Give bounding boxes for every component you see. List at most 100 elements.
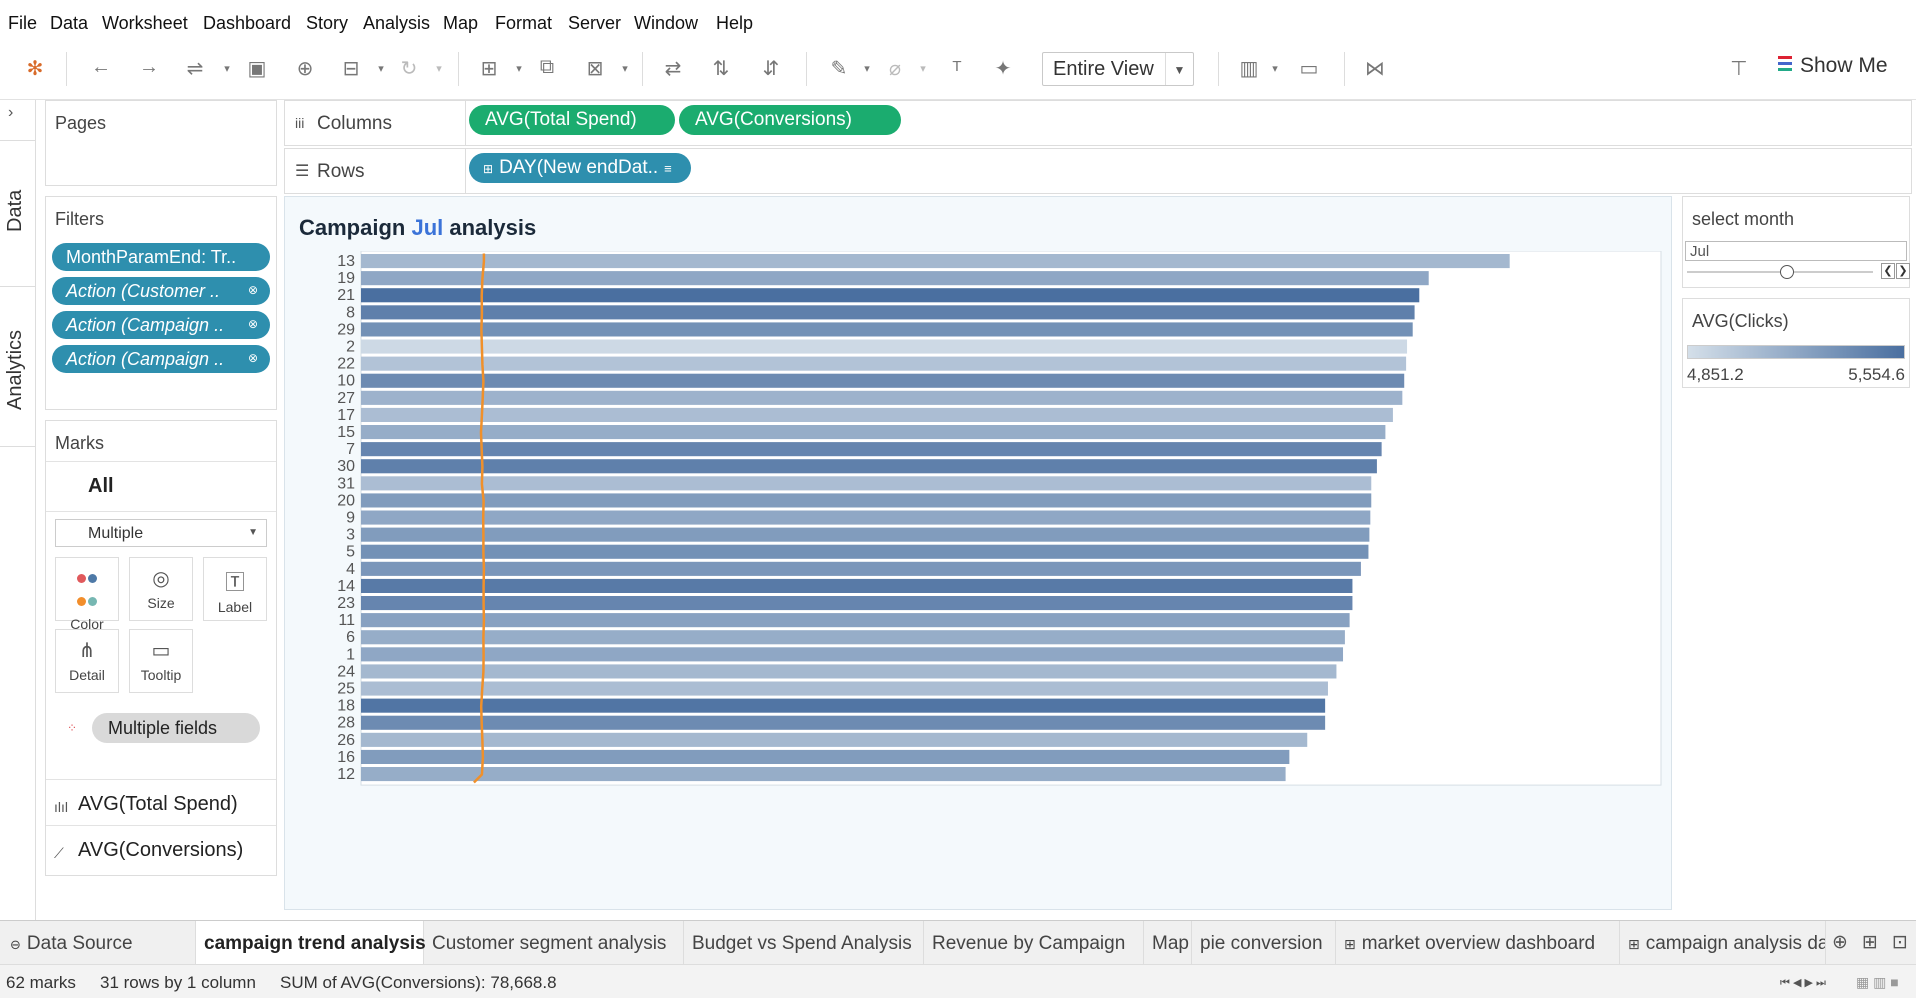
bar[interactable] xyxy=(361,288,1420,303)
filters-shelf[interactable]: Filters MonthParamEnd: Tr.. Action (Cust… xyxy=(45,196,277,410)
undo-icon[interactable]: ← xyxy=(91,56,111,78)
columns-pill-total-spend[interactable]: AVG(Total Spend) xyxy=(469,105,675,135)
worksheet-view[interactable]: Campaign Jul analysis 13 19 21 8 29 2 22 10 27 17… xyxy=(284,196,1672,910)
new-story-icon[interactable]: ⊡ xyxy=(1892,932,1908,953)
save-icon[interactable]: ▣ xyxy=(247,58,267,80)
page-nav-icon[interactable]: ⏮ ◀ ▶ ⏭ xyxy=(1780,977,1826,989)
menu-map[interactable]: Map xyxy=(443,13,479,33)
bar[interactable] xyxy=(361,425,1386,440)
new-dashboard-icon[interactable]: ⊞ xyxy=(1862,932,1878,953)
replace-data-icon[interactable]: ⇌ xyxy=(186,58,204,80)
columns-pill-conversions[interactable]: AVG(Conversions) xyxy=(679,105,901,135)
tab-analytics[interactable]: Analytics xyxy=(4,329,26,410)
bar[interactable] xyxy=(361,715,1326,730)
menu-analysis[interactable]: Analysis xyxy=(363,13,431,33)
bar[interactable] xyxy=(361,476,1372,491)
menu-server[interactable]: Server xyxy=(568,13,622,33)
presentation-mode-icon[interactable]: ▭ xyxy=(1299,58,1319,80)
bar[interactable] xyxy=(361,613,1350,628)
bar[interactable] xyxy=(361,527,1370,542)
pause-updates-icon[interactable]: ⊟ xyxy=(342,58,360,80)
bar[interactable] xyxy=(361,322,1413,337)
sheet-tab[interactable]: Customer segment analysis xyxy=(424,921,684,965)
bar[interactable] xyxy=(361,630,1345,645)
parameter-slider-handle[interactable] xyxy=(1780,265,1794,279)
filter-pill[interactable]: Action (Customer .. ⊗ xyxy=(52,277,270,305)
chevron-down-icon[interactable]: ▾ xyxy=(622,63,628,75)
duplicate-sheet-icon[interactable]: ⧉ xyxy=(539,56,555,78)
bar[interactable] xyxy=(361,681,1328,696)
bar[interactable] xyxy=(361,442,1382,457)
bar[interactable] xyxy=(361,698,1326,713)
size-card[interactable]: ◎ Size xyxy=(129,557,193,621)
chevron-down-icon[interactable]: ▾ xyxy=(224,63,230,75)
bar-chart[interactable]: 1319218292221027171573031209354142311612… xyxy=(285,251,1671,911)
rows-pill-day[interactable]: ⊞ DAY(New endDat.. ≡ xyxy=(469,153,691,183)
filter-pill[interactable]: Action (Campaign .. ⊗ xyxy=(52,345,270,373)
sheet-tab[interactable]: Revenue by Campaign xyxy=(924,921,1144,965)
menu-worksheet[interactable]: Worksheet xyxy=(102,13,188,33)
conversions-line[interactable] xyxy=(473,253,486,784)
show-mark-labels-icon[interactable]: T xyxy=(952,58,962,75)
sort-ascending-icon[interactable]: ⇅ xyxy=(712,58,730,80)
swap-rows-columns-icon[interactable]: ⇄ xyxy=(664,58,682,80)
redo-icon[interactable]: → xyxy=(139,56,159,78)
detail-card[interactable]: ⋔ Detail xyxy=(55,629,119,693)
sheet-tab[interactable]: Map xyxy=(1144,921,1192,965)
expand-icon[interactable]: › xyxy=(8,104,14,121)
bar[interactable] xyxy=(361,767,1286,782)
menu-help[interactable]: Help xyxy=(716,13,754,33)
rows-shelf[interactable]: ☰ Rows ⊞ DAY(New endDat.. ≡ xyxy=(284,148,1912,194)
bar[interactable] xyxy=(361,510,1371,525)
dashboard-tab[interactable]: ⊞ campaign analysis das xyxy=(1620,921,1826,965)
bar[interactable] xyxy=(361,596,1353,611)
tab-data[interactable]: Data xyxy=(4,189,26,232)
sheet-tab[interactable]: Budget vs Spend Analysis xyxy=(684,921,924,965)
refresh-icon[interactable]: ↻ xyxy=(400,58,418,80)
bar[interactable] xyxy=(361,578,1353,593)
bar[interactable] xyxy=(361,271,1429,286)
menu-data[interactable]: Data xyxy=(50,13,89,33)
chevron-down-icon[interactable]: ▾ xyxy=(864,63,870,75)
label-card[interactable]: 🅃 Label xyxy=(203,557,267,621)
show-cards-icon[interactable]: ▥ xyxy=(1239,58,1259,80)
bar[interactable] xyxy=(361,664,1337,679)
new-worksheet-icon[interactable]: ⊕ xyxy=(1832,932,1848,953)
bar[interactable] xyxy=(361,339,1408,354)
bar[interactable] xyxy=(361,732,1308,747)
view-mode-select[interactable]: Entire View ▼ xyxy=(1042,52,1194,86)
bar[interactable] xyxy=(361,356,1407,371)
measure-tab-total-spend[interactable]: AVG(Total Spend) xyxy=(78,793,238,815)
menu-file[interactable]: File xyxy=(8,13,38,33)
marks-all-tab[interactable]: All xyxy=(88,475,114,497)
bar[interactable] xyxy=(361,493,1372,508)
bar[interactable] xyxy=(361,254,1510,269)
bar[interactable] xyxy=(361,373,1405,388)
fix-axes-icon[interactable]: ✦ xyxy=(994,58,1012,80)
data-source-tab[interactable]: ⊖ Data Source xyxy=(0,921,196,965)
pages-shelf[interactable]: Pages xyxy=(45,100,277,186)
new-datasource-icon[interactable]: ⊕ xyxy=(296,58,314,80)
filter-pill[interactable]: MonthParamEnd: Tr.. xyxy=(52,243,270,271)
mark-type-select[interactable]: Multiple ▼ xyxy=(55,519,267,547)
sort-descending-icon[interactable]: ⇵ xyxy=(762,58,780,80)
bar[interactable] xyxy=(361,407,1393,422)
share-icon[interactable]: ⋈ xyxy=(1365,58,1385,80)
menu-dashboard[interactable]: Dashboard xyxy=(203,13,292,33)
new-worksheet-icon[interactable]: ⊞ xyxy=(480,58,498,80)
clear-sheet-icon[interactable]: ⊠ xyxy=(586,58,604,80)
chevron-down-icon[interactable]: ▾ xyxy=(1272,63,1278,75)
bar[interactable] xyxy=(361,390,1403,405)
dashboard-tab[interactable]: ⊞ market overview dashboard xyxy=(1336,921,1620,965)
format-painter-icon[interactable]: ⊤ xyxy=(1730,58,1748,80)
parameter-value-field[interactable]: Jul xyxy=(1685,241,1907,261)
bar[interactable] xyxy=(361,561,1361,576)
bar[interactable] xyxy=(361,749,1290,764)
sheet-tab[interactable]: pie conversion xyxy=(1192,921,1336,965)
highlight-icon[interactable]: ✎ xyxy=(830,58,848,80)
menu-format[interactable]: Format xyxy=(495,13,553,33)
color-card[interactable]: Color xyxy=(55,557,119,632)
chevron-down-icon[interactable]: ▾ xyxy=(436,63,442,75)
show-me-button[interactable]: Show Me xyxy=(1778,54,1888,78)
columns-shelf[interactable]: iii Columns AVG(Total Spend) AVG(Convers… xyxy=(284,100,1912,146)
